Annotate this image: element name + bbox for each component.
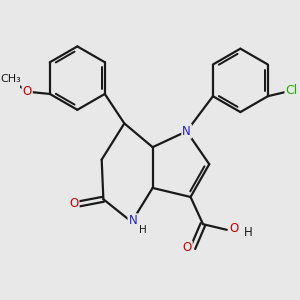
Text: N: N [182,125,191,138]
Text: O: O [22,85,32,98]
Text: H: H [244,226,253,238]
Text: Cl: Cl [286,84,298,97]
Text: O: O [229,222,238,235]
Text: N: N [128,214,137,227]
Text: H: H [139,225,147,235]
Text: O: O [182,242,192,254]
Text: O: O [69,197,79,210]
Text: CH₃: CH₃ [0,74,21,84]
